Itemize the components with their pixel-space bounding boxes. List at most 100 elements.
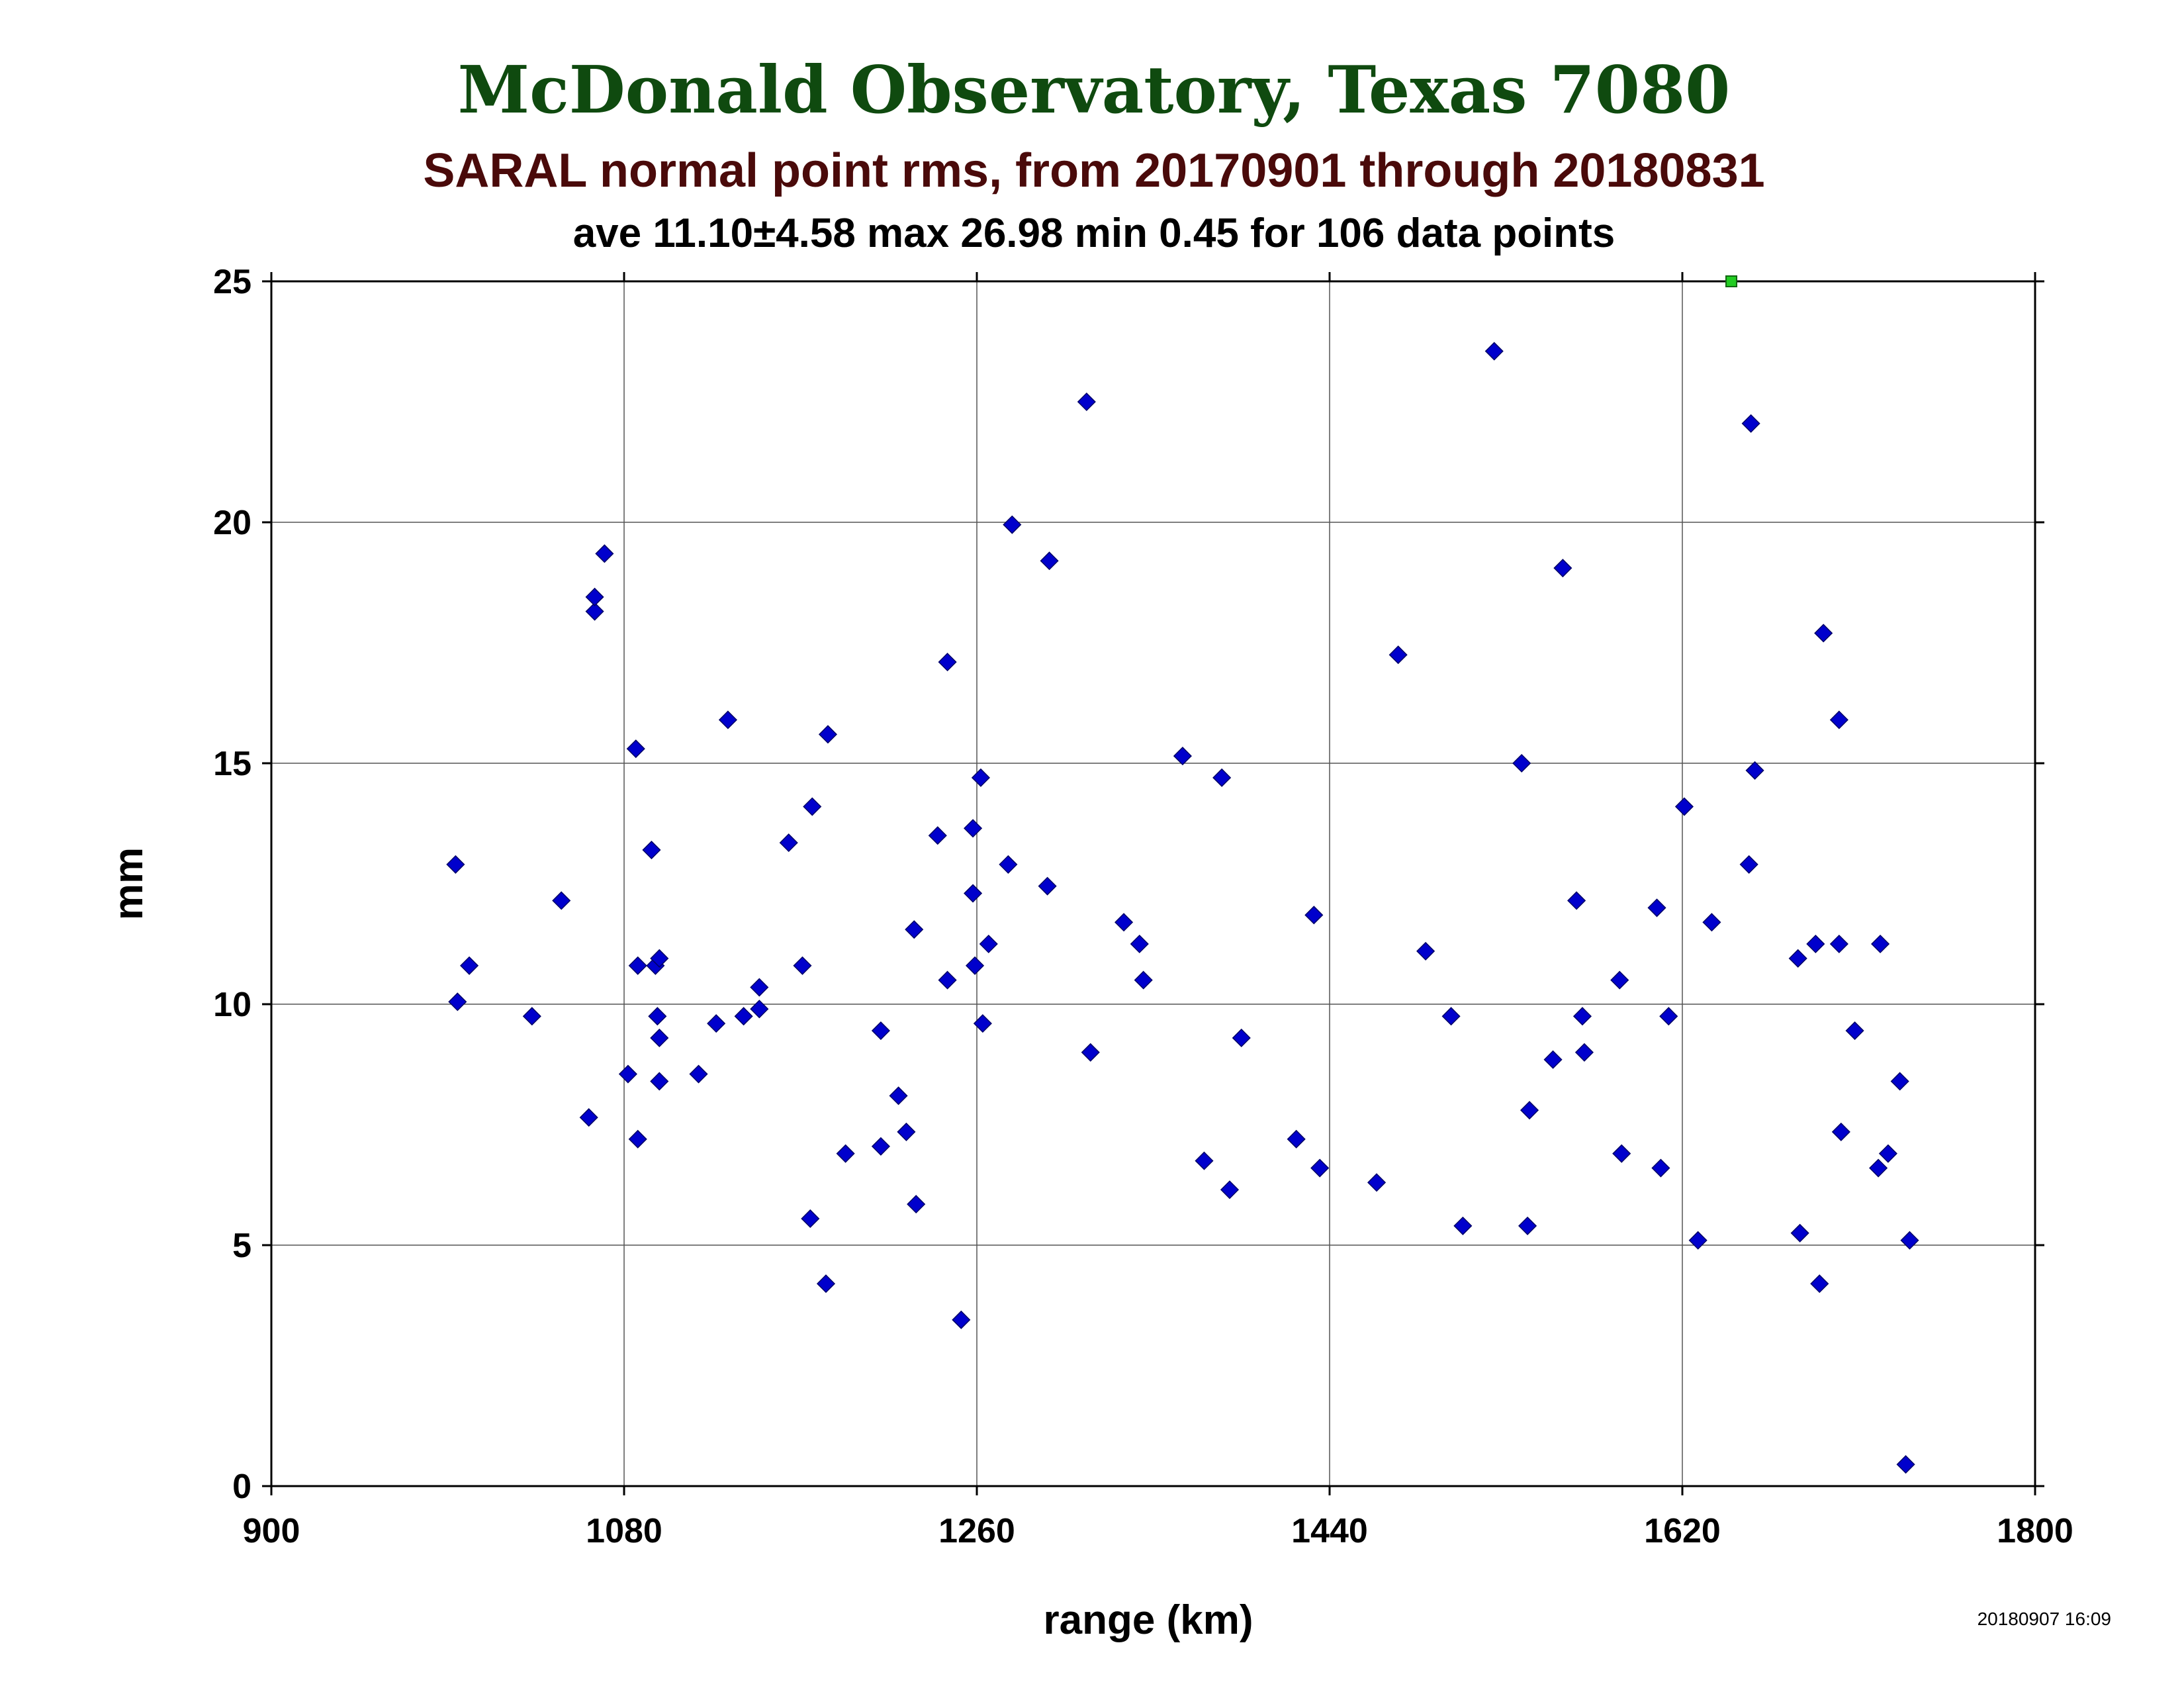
data-point xyxy=(1441,1007,1461,1026)
data-point xyxy=(1574,1043,1594,1062)
data-point xyxy=(1416,941,1435,961)
data-point xyxy=(750,1000,769,1019)
data-point xyxy=(907,1195,926,1214)
x-tick-label: 1260 xyxy=(938,1512,1015,1550)
x-tick-label: 1800 xyxy=(1997,1512,2073,1550)
data-point xyxy=(1040,551,1059,571)
data-point xyxy=(446,855,465,874)
data-point xyxy=(928,826,947,845)
plot-frame xyxy=(270,280,2036,1487)
data-point xyxy=(585,587,604,606)
data-point xyxy=(836,1144,855,1163)
data-point xyxy=(734,1007,753,1026)
data-point xyxy=(1003,515,1022,534)
data-point xyxy=(1739,855,1758,874)
data-point xyxy=(1890,1072,1909,1091)
axis-ticks: 900 1080 1260 1440 1620 1800 0 5 10 15 20 25 xyxy=(213,263,2073,1550)
data-point xyxy=(803,797,822,816)
data-point xyxy=(650,949,669,968)
data-point xyxy=(965,956,985,975)
data-point xyxy=(595,544,614,563)
data-point xyxy=(689,1064,708,1084)
data-point xyxy=(626,739,645,759)
data-point xyxy=(1038,876,1057,896)
outlier-marker xyxy=(1725,275,1738,287)
data-point xyxy=(1896,1455,1915,1474)
data-point xyxy=(801,1209,820,1229)
data-point xyxy=(1077,392,1096,412)
data-point xyxy=(938,653,957,672)
data-point xyxy=(1310,1158,1330,1178)
data-point xyxy=(979,934,998,954)
data-point xyxy=(642,840,661,860)
data-point xyxy=(1518,1216,1537,1235)
data-point xyxy=(1212,768,1232,787)
data-point xyxy=(1567,891,1586,910)
data-point xyxy=(628,956,647,975)
grid xyxy=(271,281,2036,1487)
data-point xyxy=(648,1007,667,1026)
data-point xyxy=(816,1274,836,1293)
data-point xyxy=(1612,1144,1631,1163)
data-point xyxy=(1688,1231,1707,1250)
timestamp: 20180907 16:09 xyxy=(1978,1609,2111,1629)
data-point xyxy=(1829,934,1848,954)
data-point xyxy=(1845,1021,1864,1041)
data-point xyxy=(1287,1129,1306,1149)
data-point xyxy=(938,970,957,990)
data-point xyxy=(1081,1043,1100,1062)
data-point xyxy=(871,1021,890,1041)
data-point xyxy=(871,1137,890,1156)
data-point xyxy=(889,1086,908,1105)
data-point xyxy=(1659,1007,1678,1026)
data-point xyxy=(964,884,983,903)
data-point xyxy=(448,992,467,1011)
data-point xyxy=(1512,753,1531,773)
data-point xyxy=(897,1122,916,1141)
data-point xyxy=(818,725,838,744)
data-point xyxy=(1195,1151,1214,1170)
data-point xyxy=(1878,1144,1897,1163)
data-point xyxy=(460,956,479,975)
data-point xyxy=(650,1072,669,1091)
data-point xyxy=(1806,934,1825,954)
data-point xyxy=(707,1014,726,1033)
data-point xyxy=(1543,1050,1563,1069)
data-point xyxy=(1173,747,1192,766)
x-tick-label: 1440 xyxy=(1291,1512,1368,1550)
data-point xyxy=(1871,934,1890,954)
data-point xyxy=(1651,1158,1670,1178)
data-point xyxy=(1572,1007,1592,1026)
data-point xyxy=(1814,624,1833,643)
data-point xyxy=(618,1064,637,1084)
data-point xyxy=(552,891,571,910)
data-point xyxy=(1115,913,1134,932)
x-tick-label: 1080 xyxy=(586,1512,662,1550)
data-point xyxy=(1647,898,1666,917)
data-point xyxy=(1790,1223,1809,1243)
data-point xyxy=(1134,970,1153,990)
data-point xyxy=(1553,559,1572,578)
y-axis-label: mm xyxy=(106,847,152,920)
y-tick-label: 25 xyxy=(213,263,251,301)
data-point xyxy=(522,1007,541,1026)
data-point xyxy=(1388,645,1408,665)
data-point xyxy=(1900,1231,1919,1250)
data-point xyxy=(1232,1028,1251,1048)
data-point xyxy=(585,602,604,621)
data-point xyxy=(964,819,983,838)
x-tick-label: 900 xyxy=(243,1512,300,1550)
data-point xyxy=(999,855,1018,874)
data-point xyxy=(1453,1216,1473,1235)
data-point xyxy=(579,1108,598,1127)
data-point xyxy=(973,1014,992,1033)
y-tick-label: 10 xyxy=(213,986,251,1024)
x-tick-label: 1620 xyxy=(1644,1512,1721,1550)
data-point xyxy=(971,768,990,787)
chart-stats: ave 11.10±4.58 max 26.98 min 0.45 for 10… xyxy=(573,211,1615,256)
data-point xyxy=(650,1028,669,1048)
chart-subtitle: SARAL normal point rms, from 20170901 th… xyxy=(423,144,1764,197)
data-point xyxy=(1304,906,1324,925)
data-point xyxy=(628,1129,647,1149)
